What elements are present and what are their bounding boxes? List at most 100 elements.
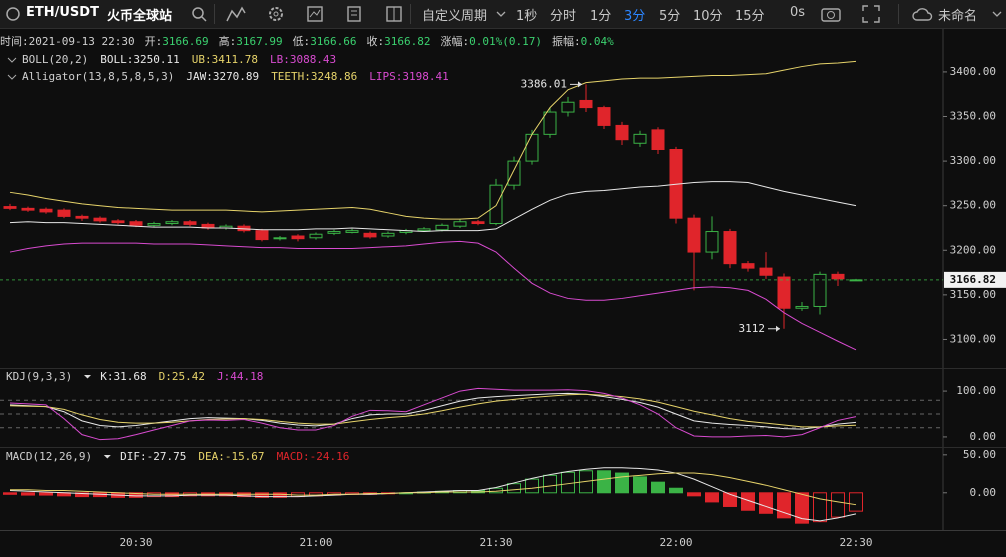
y-tick-label: 3250.00	[950, 199, 996, 212]
candle-body	[345, 230, 359, 233]
info-label: 高:	[219, 34, 237, 48]
indicator-icon[interactable]	[226, 5, 246, 23]
macd-bar	[723, 492, 737, 507]
indicator-line	[9, 467, 857, 522]
legend-caret	[7, 74, 17, 80]
period[interactable]: 10分	[693, 9, 723, 24]
exchange[interactable]: 火币全球站	[107, 9, 173, 24]
macd-bar	[21, 492, 35, 496]
legend-value: MACD:-24.16	[277, 450, 350, 463]
macd-bar	[597, 470, 611, 494]
fullscreen-icon[interactable]	[862, 5, 880, 23]
candle-body	[183, 221, 197, 225]
period[interactable]: 1秒	[516, 9, 538, 24]
macd-bar	[615, 472, 629, 494]
legend: Alligator(13,8,5,8,5,3) JAW:3270.89 TEETH:…	[22, 70, 449, 83]
period[interactable]: 5分	[659, 9, 681, 24]
macd-bar	[255, 492, 269, 498]
macd-bar	[831, 492, 845, 518]
macd-bar	[813, 492, 827, 523]
candle-body	[849, 279, 863, 282]
info-value: 3167.99	[236, 35, 282, 48]
macd-bar	[507, 483, 521, 494]
candle-body	[597, 107, 611, 126]
indicator-line	[9, 393, 857, 428]
price-tag-label: 3166.82	[950, 273, 996, 286]
info-line: 时间:2021-09-13 22:30 开:3166.69 高:3167.99 低:3…	[0, 34, 614, 48]
candle-body	[525, 133, 539, 162]
toolbar: ETH/USDT 火币全球站 自定义周期 1秒 分时 1分 3分 5分 10分 …	[0, 0, 1006, 29]
candle-body	[723, 231, 737, 265]
settings-icon[interactable]	[267, 5, 285, 23]
candle-body	[255, 230, 269, 241]
compare-icon[interactable]	[306, 5, 324, 23]
macd-bar	[669, 487, 683, 494]
candle-body	[651, 129, 665, 151]
legend-value: K:31.68	[100, 370, 146, 383]
x-tick-label: 22:00	[659, 536, 692, 549]
candle-body	[93, 217, 107, 222]
candle-body	[543, 111, 557, 135]
template-icon[interactable]	[345, 5, 363, 23]
x-tick-label: 22:30	[839, 536, 872, 549]
y-tick-label: 0.00	[970, 486, 997, 499]
candle-body	[165, 221, 179, 225]
macd-bar	[687, 492, 701, 497]
y-tick-label: 3350.00	[950, 110, 996, 123]
dropdown-caret[interactable]	[992, 5, 1002, 21]
y-tick-label: 50.00	[963, 448, 996, 461]
layout-name[interactable]: 未命名	[938, 9, 978, 24]
candle-body	[795, 305, 809, 309]
symbol[interactable]: ETH/USDT	[26, 5, 99, 20]
candle-body	[507, 160, 521, 186]
legend-title: MACD(12,26,9)	[6, 450, 92, 463]
candle-body	[273, 237, 287, 240]
legend-title: Alligator(13,8,5,8,5,3)	[22, 70, 174, 83]
indicator-line	[9, 60, 857, 220]
camera-icon[interactable]	[821, 5, 841, 23]
period-menu[interactable]: 自定义周期	[422, 9, 488, 24]
period[interactable]: 分时	[550, 9, 577, 24]
y-tick-label: 3300.00	[950, 154, 996, 167]
macd-bar	[3, 492, 17, 495]
annotation-arrowhead	[776, 325, 780, 332]
indicator-line	[9, 240, 857, 351]
period[interactable]: 1分	[590, 9, 612, 24]
annotation: 3386.01	[521, 77, 567, 90]
legend-value: DEA:-15.67	[198, 450, 264, 463]
info-label: 时间:	[0, 35, 29, 48]
candle-body	[309, 233, 323, 239]
macd-bar	[849, 492, 863, 512]
legend: BOLL(20,2) BOLL:3250.11 UB:3411.78 LB:3088.…	[22, 53, 336, 66]
candle-body	[615, 124, 629, 141]
separator	[898, 4, 899, 24]
candle-body	[417, 228, 431, 232]
candle-body	[147, 223, 161, 226]
dropdown-caret[interactable]	[496, 5, 506, 21]
info-label: 振幅:	[552, 34, 581, 48]
legend-caret	[84, 375, 91, 379]
annotation-arrowhead	[578, 81, 582, 88]
info-label: 低:	[293, 35, 311, 48]
period[interactable]: 3分	[624, 9, 646, 24]
info-value: 3166.82	[384, 35, 430, 48]
period[interactable]: 15分	[735, 9, 765, 24]
candle-body	[291, 235, 305, 240]
price-tag	[944, 271, 1006, 288]
candle-body	[3, 206, 17, 209]
x-tick-label: 21:00	[299, 536, 332, 549]
legend-value: D:25.42	[159, 370, 205, 383]
cloud-icon[interactable]	[912, 5, 934, 23]
macd-bar	[741, 492, 755, 511]
macd-bar	[633, 476, 647, 494]
candle-body	[39, 208, 53, 213]
info-label: 涨幅:	[441, 35, 470, 48]
layout-icon[interactable]	[385, 5, 403, 23]
legend-title: BOLL(20,2)	[22, 53, 88, 66]
search-icon[interactable]	[191, 5, 207, 23]
annotation: 3112	[739, 322, 766, 335]
info-label: 收:	[367, 34, 385, 48]
info-label: 开:	[145, 35, 163, 48]
